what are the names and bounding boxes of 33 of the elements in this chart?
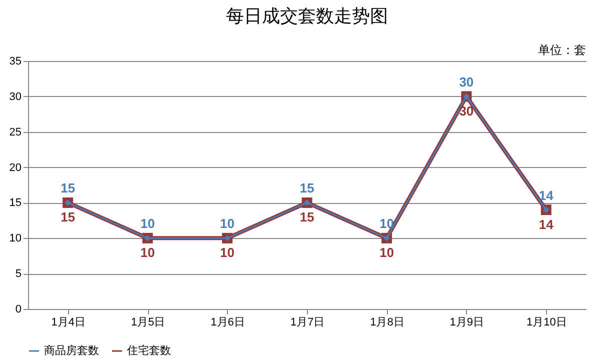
y-tick-label: 35 [9, 56, 22, 68]
data-label: 10 [140, 216, 155, 232]
x-tick-label: 1月5日 [130, 316, 166, 328]
x-tick-label: 1月9日 [450, 316, 484, 328]
x-tick-label: 1月6日 [210, 316, 245, 328]
y-tick-label: 25 [9, 126, 22, 138]
data-label: 15 [60, 180, 76, 196]
data-label: 30 [459, 74, 474, 90]
text: 单位：套 [538, 43, 586, 57]
data-label: 14 [538, 216, 554, 232]
x-tick-label: 1月10日 [526, 316, 567, 328]
x-tick-label: 1月7日 [290, 316, 325, 328]
legend-label: 住宅套数 [127, 344, 171, 357]
data-label: 10 [379, 216, 394, 232]
data-label: 14 [538, 188, 554, 203]
legend-label: 商品房套数 [44, 344, 99, 357]
y-tick-label: 30 [9, 90, 22, 103]
data-label: 10 [379, 245, 394, 260]
data-label: 15 [300, 210, 314, 225]
y-tick-label: 0 [15, 304, 22, 316]
data-label: 10 [220, 216, 235, 232]
data-label: 30 [459, 103, 474, 118]
y-tick-label: 20 [9, 162, 22, 174]
data-label: 15 [60, 210, 76, 225]
chart-title: 每日成交套数走势图 [226, 6, 388, 26]
data-label: 10 [220, 245, 235, 260]
x-tick-label: 1月8日 [370, 316, 404, 328]
y-tick-label: 5 [15, 268, 22, 280]
data-label: 10 [140, 245, 155, 260]
y-tick-label: 15 [9, 197, 22, 210]
x-tick-label: 1月4日 [51, 316, 86, 328]
data-label: 15 [300, 180, 314, 196]
y-tick-label: 10 [9, 232, 22, 245]
